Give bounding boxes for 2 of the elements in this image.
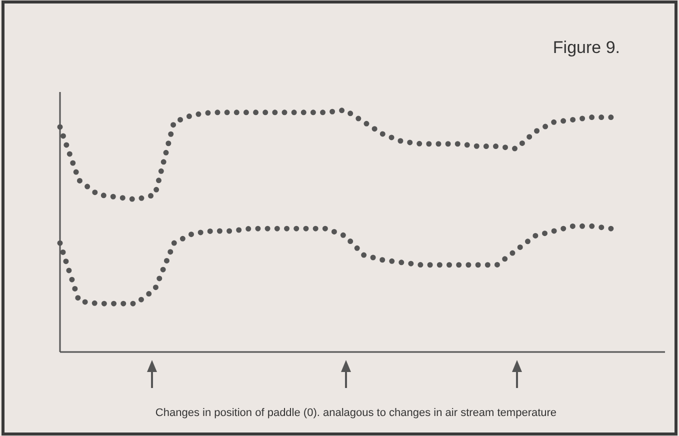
text: Changes in position of paddle (0). analagous to changes in air stream temperature <box>155 407 557 419</box>
chart-title: Figure 9. <box>552 38 620 57</box>
